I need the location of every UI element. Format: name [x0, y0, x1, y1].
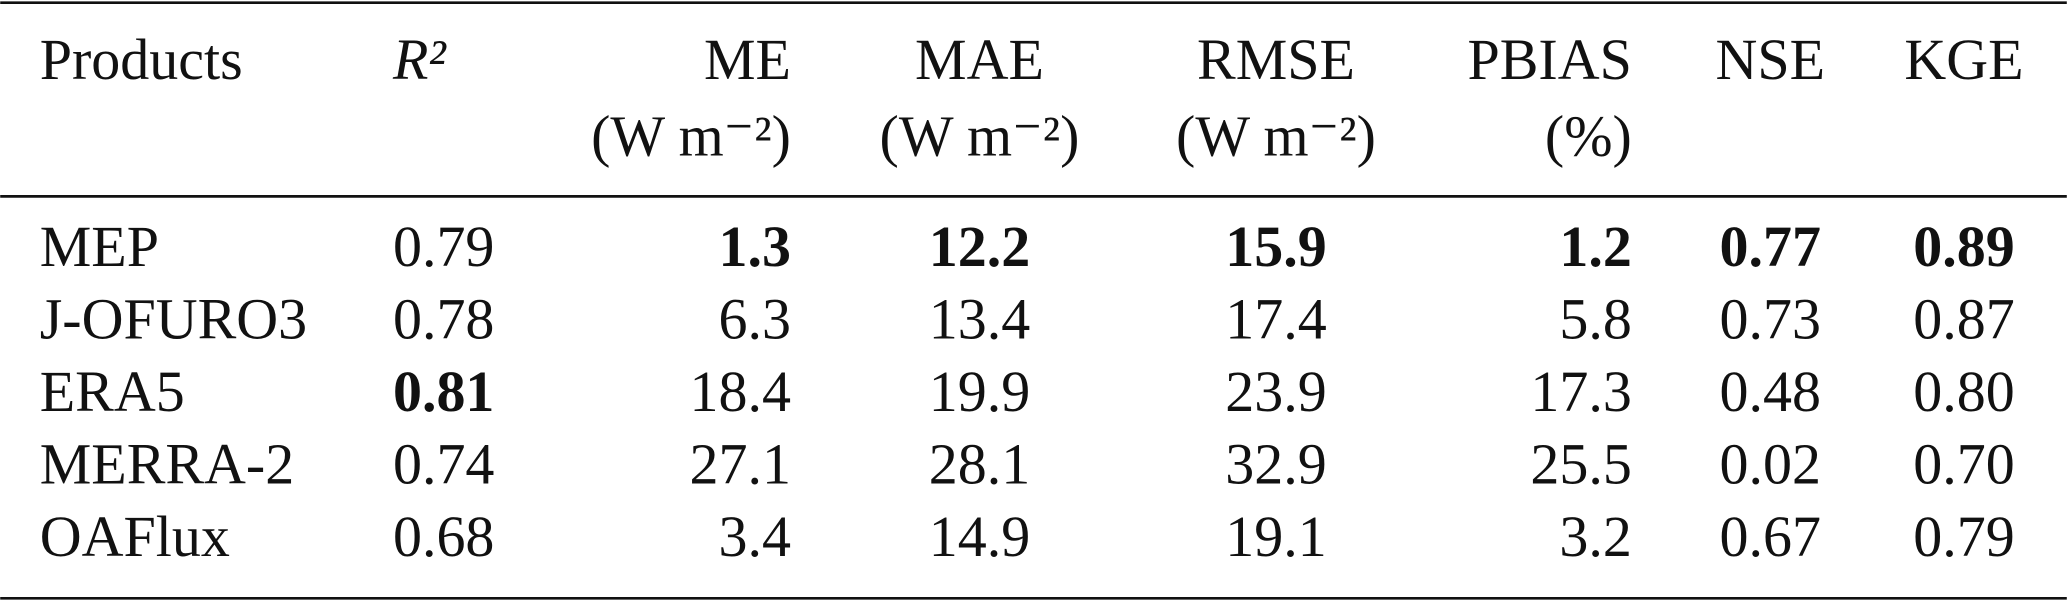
cell: 18.4	[690, 359, 791, 424]
row-label: MERRA-2	[40, 432, 295, 497]
cell: 25.5	[1530, 432, 1631, 497]
header-label: Products	[40, 27, 243, 92]
header-unit: (W m⁻²)	[880, 104, 1080, 169]
cell: 3.2	[1559, 504, 1631, 569]
cell: 17.3	[1530, 359, 1631, 424]
cell: 0.02	[1720, 432, 1821, 497]
cell: 0.78	[393, 287, 494, 352]
row-label: MEP	[40, 214, 159, 279]
header-label: NSE	[1715, 27, 1825, 92]
cell: 1.2	[1559, 214, 1631, 279]
cell: 0.70	[1913, 432, 2014, 497]
cell: 0.48	[1720, 359, 1821, 424]
cell: 13.4	[929, 287, 1030, 352]
cell: 0.77	[1720, 214, 1821, 279]
cell: 3.4	[719, 504, 791, 569]
cell: 19.9	[929, 359, 1030, 424]
header-unit: (W m⁻²)	[1176, 104, 1376, 169]
cell: 5.8	[1559, 287, 1631, 352]
cell: 32.9	[1225, 432, 1326, 497]
cell: 27.1	[690, 432, 791, 497]
row-label: ERA5	[40, 359, 185, 424]
cell: 28.1	[929, 432, 1030, 497]
header-label: RMSE	[1197, 27, 1355, 92]
cell: 14.9	[929, 504, 1030, 569]
header-label: PBIAS	[1468, 27, 1632, 92]
header-label: MAE	[915, 27, 1044, 92]
header-label: KGE	[1904, 27, 2023, 92]
header-unit: (%)	[1545, 104, 1632, 169]
cell: 0.89	[1913, 214, 2014, 279]
header-label: ME	[704, 27, 791, 92]
cell: 6.3	[719, 287, 791, 352]
cell: 0.67	[1720, 504, 1821, 569]
cell: 0.81	[393, 359, 494, 424]
cell: 0.74	[393, 432, 494, 497]
cell: 0.68	[393, 504, 494, 569]
cell: 19.1	[1225, 504, 1326, 569]
cell: 17.4	[1225, 287, 1326, 352]
cell: 0.87	[1913, 287, 2014, 352]
cell: 0.79	[1913, 504, 2014, 569]
cell: 12.2	[929, 214, 1030, 279]
cell: 0.80	[1913, 359, 2014, 424]
row-label: J-OFURO3	[40, 287, 307, 352]
cell: 15.9	[1225, 214, 1326, 279]
cell: 23.9	[1225, 359, 1326, 424]
cell: 1.3	[719, 214, 791, 279]
cell: 0.79	[393, 214, 494, 279]
row-label: OAFlux	[40, 504, 230, 569]
cell: 0.73	[1720, 287, 1821, 352]
header-label: R²	[392, 27, 447, 92]
header-unit: (W m⁻²)	[591, 104, 791, 169]
